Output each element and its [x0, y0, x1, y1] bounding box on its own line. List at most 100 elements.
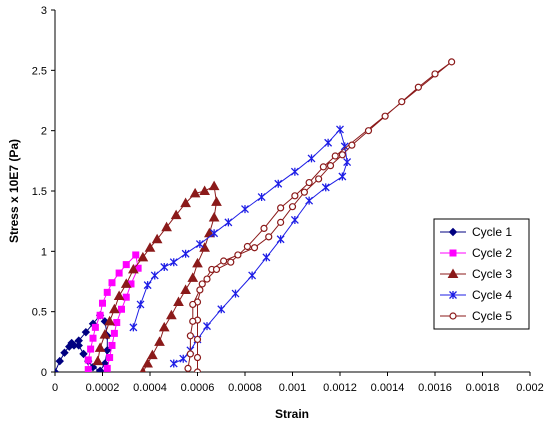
data-point — [99, 299, 106, 307]
data-point — [305, 178, 313, 187]
series-3 — [92, 180, 222, 372]
data-point — [129, 323, 138, 332]
data-point — [103, 364, 111, 372]
data-point — [104, 315, 115, 326]
x-tick-label: 0.0012 — [323, 382, 357, 394]
data-point — [321, 183, 330, 192]
series-line — [187, 61, 452, 372]
data-point — [199, 185, 210, 195]
data-point — [250, 244, 259, 252]
data-point — [231, 289, 240, 298]
data-point — [208, 212, 220, 222]
data-point — [290, 167, 299, 176]
data-point — [106, 354, 114, 362]
x-tick-label: 0.0004 — [133, 382, 167, 394]
data-point — [150, 271, 159, 280]
legend-label: Cycle 3 — [472, 267, 512, 281]
x-tick-label: 0.0008 — [228, 382, 262, 394]
data-point — [154, 336, 165, 346]
data-point — [139, 366, 146, 372]
x-tick-label: 0.0018 — [466, 382, 500, 394]
data-point — [243, 242, 251, 251]
data-point — [336, 125, 344, 134]
data-point — [319, 163, 327, 171]
data-point — [307, 154, 316, 163]
data-point — [137, 251, 149, 262]
data-point — [326, 162, 335, 170]
y-tick-label: 1.5 — [32, 186, 47, 198]
data-point — [189, 317, 197, 325]
data-point — [108, 279, 116, 287]
data-point — [210, 229, 219, 238]
data-point — [103, 288, 111, 296]
y-tick-label: 0.5 — [32, 307, 47, 319]
data-point — [60, 348, 69, 357]
legend-label: Cycle 5 — [472, 309, 512, 323]
data-point — [180, 284, 191, 294]
data-point — [132, 251, 140, 259]
data-point — [173, 296, 184, 307]
data-point — [136, 300, 145, 309]
data-point — [92, 355, 104, 366]
data-point — [94, 342, 106, 352]
data-point — [122, 261, 130, 269]
data-point — [179, 354, 188, 363]
data-point — [96, 311, 104, 319]
data-point — [160, 263, 169, 272]
plot-area — [55, 58, 456, 372]
data-point — [79, 349, 88, 359]
data-point — [89, 334, 97, 342]
legend-marker — [449, 312, 457, 320]
data-point — [55, 356, 64, 366]
data-point — [217, 305, 226, 314]
data-point — [108, 341, 116, 349]
data-point — [193, 335, 202, 344]
data-point — [87, 345, 95, 353]
data-point — [300, 188, 308, 196]
data-point — [208, 180, 220, 191]
data-point — [118, 305, 125, 313]
data-point — [274, 179, 283, 188]
data-point — [277, 218, 285, 226]
data-point — [115, 269, 123, 277]
data-point — [186, 332, 194, 340]
data-point — [110, 329, 118, 337]
data-point — [113, 319, 121, 327]
data-point — [338, 151, 346, 159]
data-point — [431, 70, 439, 78]
legend-marker — [447, 268, 459, 278]
x-tick-label: 0.0014 — [371, 382, 405, 394]
data-point — [248, 271, 257, 280]
data-point — [234, 251, 242, 259]
data-point — [199, 242, 210, 252]
legend-label: Cycle 2 — [472, 246, 512, 260]
data-point — [340, 142, 349, 151]
data-point — [277, 204, 285, 212]
data-point — [305, 196, 314, 205]
data-point — [203, 275, 211, 283]
legend-item: Cycle 4 — [440, 288, 512, 302]
legend-item: Cycle 3 — [440, 267, 512, 281]
data-point — [120, 278, 132, 288]
data-point — [276, 235, 285, 244]
data-point — [324, 138, 333, 147]
series-5 — [184, 58, 456, 372]
legend-label: Cycle 4 — [472, 288, 512, 302]
data-point — [99, 329, 111, 339]
data-point — [211, 196, 222, 206]
data-point — [186, 350, 194, 358]
y-tick-label: 1 — [41, 246, 47, 258]
x-tick-label: 0.0002 — [86, 382, 120, 394]
data-point — [398, 98, 406, 106]
legend-item: Cycle 5 — [440, 309, 512, 323]
data-point — [142, 358, 153, 368]
data-point — [315, 175, 323, 183]
x-axis-title: Strain — [275, 407, 309, 421]
data-point — [224, 218, 233, 227]
data-point — [184, 364, 192, 372]
data-point — [227, 258, 235, 266]
series-2 — [84, 251, 142, 372]
data-point — [193, 353, 202, 362]
data-point — [192, 257, 203, 268]
legend-marker — [448, 227, 458, 237]
